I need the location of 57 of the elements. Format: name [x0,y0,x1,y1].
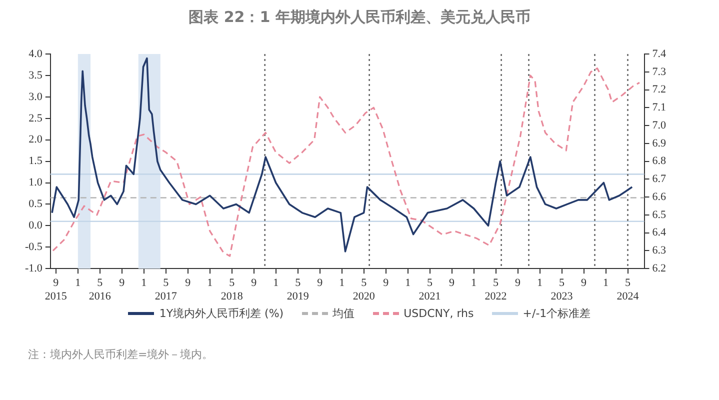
x-tick-label: 5 2024 [616,277,640,302]
y2-tick-label: 7.3 [652,66,666,78]
y2-tick-label: 6.6 [652,190,666,203]
y-tick-label: 0.5 [28,198,43,210]
y2-tick-label: 6.2 [652,262,666,274]
x-tick-label: 1 [273,277,279,290]
y2-tick-label: 6.8 [652,155,666,168]
x-tick-label: 1 [471,277,477,290]
x-tick-label: 9 [185,277,192,290]
x-tick-label: 1 [75,277,81,290]
x-tick-label: 9 2015 [44,277,68,302]
y-tick-label: 2.0 [28,134,43,146]
x-tick-label: 5 2020 [352,277,376,302]
x-tick-label: 9 [515,277,522,290]
y-tick-label: -1.0 [24,262,43,274]
chart-title: 图表 22：1 年期境内外人民币利差、美元兑人民币 [188,8,532,27]
x-tick-label: 1 [141,277,147,290]
y2-tick-label: 7.4 [652,48,666,60]
y-tick-label: 3.5 [28,69,43,82]
x-tick-label: 9 [119,277,126,290]
y2-tick-label: 7.0 [652,119,666,132]
y-tick-label: -0.5 [24,241,43,254]
text: 注：境内外人民币利差=境外－境内。 [28,347,214,362]
y-tick-label: 2.5 [28,112,43,124]
x-tick-label: 5 2021 [418,277,441,302]
y-tick-label: 3.0 [28,90,43,103]
x-tick-label: 5 2019 [286,277,310,302]
y2-tick-label: 6.5 [652,208,666,221]
y2-tick-label: 7.1 [652,102,666,114]
x-tick-label: 9 [449,277,456,290]
y2-tick-label: 7.2 [652,84,666,96]
x-tick-label: 5 2018 [220,277,244,302]
x-tick-label: 1 [603,277,609,290]
y2-tick-label: 6.9 [652,137,666,150]
y2-tick-label: 6.4 [652,226,666,239]
y2-tick-label: 6.7 [652,173,666,186]
legend-label: 均值 [332,306,355,321]
x-tick-label: 1 [537,277,543,290]
x-tick-label: 9 [317,277,324,290]
x-tick-label: 5 2023 [550,277,574,302]
x-tick-label: 5 2022 [484,277,507,302]
x-tick-label: 1 [207,277,213,290]
x-tick-label: 5 2016 [88,277,112,302]
legend-label: USDCNY, rhs [404,307,474,320]
legend-label: +/-1个标准差 [522,306,591,321]
y-tick-label: 1.0 [28,176,43,189]
y-tick-label: 0.0 [28,220,43,232]
y-tick-label: 1.5 [28,155,43,168]
x-tick-label: 5 2017 [154,277,178,302]
y-tick-label: 4.0 [28,48,43,60]
x-tick-label: 9 [383,277,390,290]
x-tick-label: 1 [339,277,345,290]
x-tick-label: 9 [251,277,258,290]
x-tick-label: 9 [581,277,588,290]
x-tick-label: 1 [405,277,411,290]
legend-label: 1Y境内外人民币利差 (%) [159,306,284,321]
y2-tick-label: 6.3 [652,244,666,257]
